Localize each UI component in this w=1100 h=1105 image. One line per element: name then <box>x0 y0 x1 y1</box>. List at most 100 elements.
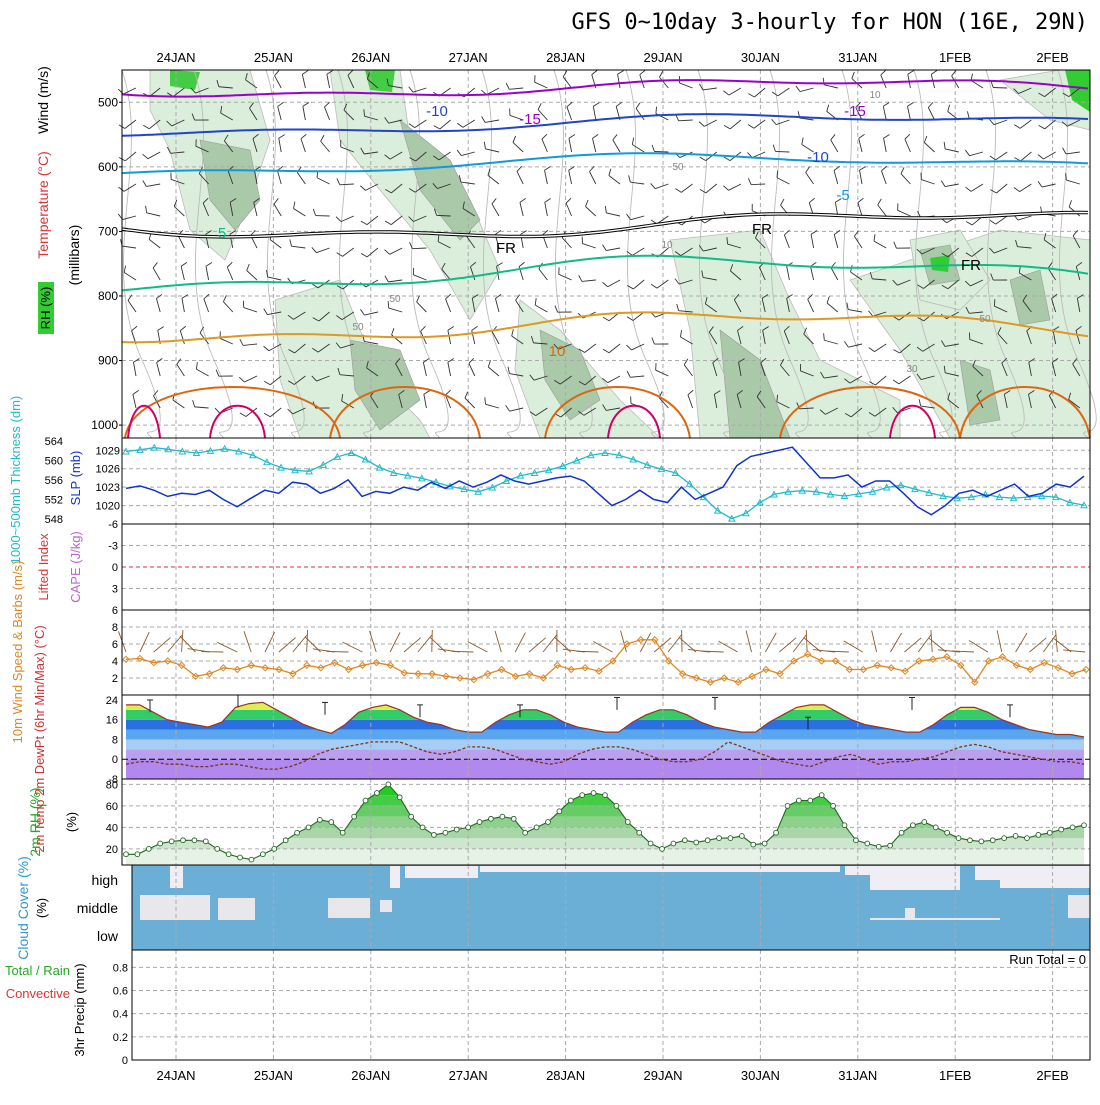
temp-band <box>126 739 1084 749</box>
wind-barb-flag <box>1066 173 1067 180</box>
wind10m-barb <box>746 631 751 652</box>
rh2m-marker <box>135 852 140 857</box>
cloud-level-label: high <box>92 872 118 888</box>
rh2m-marker <box>260 852 265 857</box>
rh2m-marker <box>819 793 824 798</box>
rh2m-marker <box>705 838 710 843</box>
cloud-clear-middle <box>1068 895 1090 918</box>
wind10m-barb <box>326 651 348 652</box>
cloud-clear-middle <box>218 898 255 920</box>
temp-color-bands <box>126 695 1084 779</box>
wind10m-barb <box>244 631 251 652</box>
wind-barb <box>437 215 451 216</box>
date-label-bottom: 30JAN <box>741 1068 780 1083</box>
temperature-axis-label: Temperature (°C) <box>35 151 51 259</box>
wind10m-tick-label: 4 <box>112 656 118 668</box>
temp2m-tick-label: 24 <box>106 695 118 707</box>
wind10m-tick-label: 6 <box>112 639 118 651</box>
rh2m-marker <box>625 820 630 825</box>
precip-convective-label: Convective <box>6 986 70 1001</box>
stability-panel <box>122 524 1090 610</box>
rh2m-marker <box>762 841 767 846</box>
precip-tick-label: 0 <box>122 1055 128 1067</box>
rh2m-marker <box>329 820 334 825</box>
contour-label: 10 <box>869 90 881 101</box>
contour-label: FR <box>496 240 516 257</box>
rh2m-marker <box>990 838 995 843</box>
contour-label: 10 <box>661 240 673 251</box>
contour-label: -15 <box>844 103 866 120</box>
rh2m-marker <box>1013 834 1018 839</box>
rh2m-marker <box>146 846 151 851</box>
contour-label: 5 <box>218 225 226 242</box>
wind10m-barb <box>793 634 806 652</box>
wind10m-barb <box>779 638 796 652</box>
rh2m-marker <box>466 825 471 830</box>
rh-band <box>126 806 1084 817</box>
wind10m-barb <box>390 632 400 652</box>
thickness-axis-label: 1000~500mb Thickness (dm) <box>8 396 23 565</box>
rh2m-marker <box>283 838 288 843</box>
rh2m-marker <box>363 798 368 803</box>
contour-label: FR <box>752 221 772 238</box>
date-label-bottom: 31JAN <box>838 1068 877 1083</box>
temp-band <box>126 749 1084 759</box>
temp-band <box>126 730 1084 740</box>
rh2m-marker <box>534 825 539 830</box>
contour-label: -10 <box>807 149 829 166</box>
pressure-tick-label: 1000 <box>91 418 118 432</box>
rh2m-marker <box>945 830 950 835</box>
rh2m-marker <box>1070 825 1075 830</box>
temp2m-tick-label: 8 <box>112 734 118 746</box>
date-label-top: 27JAN <box>449 50 488 65</box>
rh2m-marker <box>785 803 790 808</box>
precip-total-rain-label: Total / Rain <box>5 963 70 978</box>
rh2m-marker <box>1002 836 1007 841</box>
rh2m-marker <box>774 830 779 835</box>
wind-axis-label: Wind (m/s) <box>35 66 51 134</box>
rh2m-marker <box>831 803 836 808</box>
cloud-level-label: middle <box>77 900 118 916</box>
rh2m-marker <box>648 841 653 846</box>
rh2m-marker <box>580 793 585 798</box>
date-label-bottom: 1FEB <box>939 1068 972 1083</box>
pressure-tick-label: 800 <box>98 289 118 303</box>
precip-tick-label: 0.4 <box>113 1009 128 1021</box>
rh2m-marker <box>546 820 551 825</box>
cloud-clear-high <box>480 866 840 872</box>
pressure-tick-label: 500 <box>98 95 118 109</box>
contour-label: 50 <box>979 314 991 325</box>
wind-barb <box>775 151 789 152</box>
rh2m-marker <box>124 852 129 857</box>
rh2m-marker <box>865 841 870 846</box>
rh2m-marker <box>375 791 380 796</box>
rh2m-marker <box>249 857 254 862</box>
rh2m-axis-label: 2m RH (%) <box>27 787 43 856</box>
rh2m-marker <box>739 834 744 839</box>
rh2m-marker <box>295 830 300 835</box>
cloud-clear-middle <box>905 908 915 918</box>
rh2m-marker <box>397 795 402 800</box>
wind10m-barb <box>529 638 546 652</box>
rh2m-marker <box>854 838 859 843</box>
rh2m-marker <box>911 823 916 828</box>
rh2m-marker <box>511 816 516 821</box>
rh2m-marker <box>169 839 174 844</box>
cloud-cover-panel <box>132 865 1090 950</box>
rh2m-marker <box>717 836 722 841</box>
rh2m-marker <box>591 791 596 796</box>
precip-tick-label: 0.8 <box>113 962 128 974</box>
cloud-clear-middle <box>328 898 370 918</box>
rh2m-marker <box>181 838 186 843</box>
date-label-bottom: 28JAN <box>546 1068 585 1083</box>
rh2m-marker <box>557 809 562 814</box>
wind10m-barb <box>468 642 487 652</box>
pressure-axis-label: (millibars) <box>66 225 82 286</box>
slp-tick-label: 1029 <box>96 445 120 457</box>
rh2m-marker <box>203 839 208 844</box>
li-tick-label: 6 <box>112 605 118 617</box>
rh2m-marker <box>477 820 482 825</box>
rh2m-marker <box>500 814 505 819</box>
